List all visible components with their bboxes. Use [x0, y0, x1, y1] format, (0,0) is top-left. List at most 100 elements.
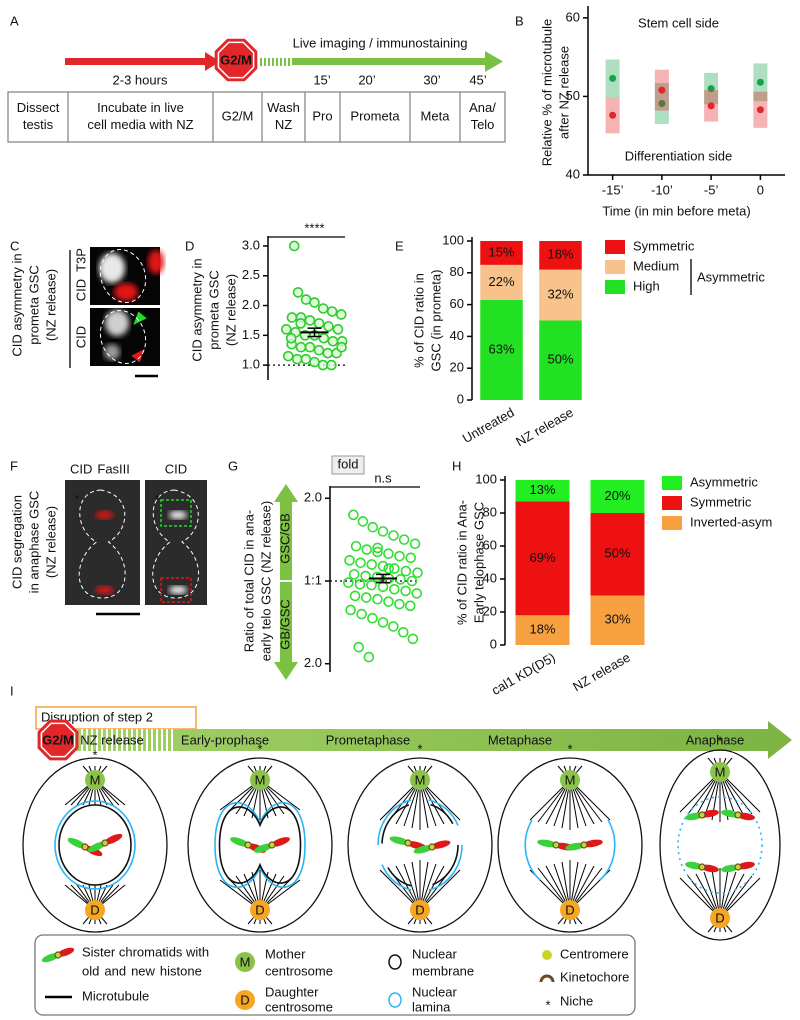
cell-outline — [99, 249, 147, 303]
nuclear-lamina — [599, 819, 616, 881]
data-point — [291, 353, 303, 365]
series-annotation: Stem cell side — [638, 15, 719, 30]
data-point — [354, 579, 366, 590]
centrosome — [250, 900, 270, 920]
step-label: Incubate in live — [97, 100, 184, 115]
data-point — [357, 516, 369, 527]
phase-arrow — [40, 721, 792, 759]
panel-label: E — [395, 238, 404, 253]
dot — [707, 102, 715, 110]
nuclear-lamina — [677, 796, 763, 894]
cell — [347, 757, 493, 933]
legend-label: High — [633, 278, 660, 293]
data-point — [377, 617, 389, 628]
legend-label: centrosome — [265, 999, 333, 1014]
panel-title: in anaphase GSC — [26, 491, 41, 594]
stage-label: Prometaphase — [326, 732, 411, 747]
niche-mark: * — [257, 741, 262, 756]
centrosome-label: M — [90, 772, 101, 787]
panel-label: G — [228, 458, 238, 473]
dot — [658, 86, 666, 94]
data-point — [397, 626, 409, 638]
legend-label: Sister chromatids with — [82, 944, 209, 959]
legend-swatch — [605, 260, 625, 274]
data-point — [377, 581, 389, 593]
niche-mark: * — [417, 741, 422, 756]
cid-signal — [95, 511, 114, 519]
panel-title: (NZ release) — [43, 506, 58, 578]
centrosome-label: D — [90, 902, 99, 917]
y-axis-label: CID asymmetry in — [189, 258, 204, 361]
data-point — [367, 612, 378, 624]
legend-swatch — [662, 516, 682, 530]
data-point — [326, 306, 338, 317]
centrosome — [410, 770, 430, 790]
data-point — [372, 593, 383, 605]
cell — [22, 757, 168, 933]
data-point — [398, 534, 410, 545]
significance-label: **** — [304, 220, 324, 235]
data-point — [406, 575, 418, 587]
value-label: 20% — [604, 488, 630, 503]
nuclear-membrane — [218, 806, 302, 884]
data-point — [313, 344, 325, 356]
data-point — [323, 321, 334, 332]
channel-label: CID — [70, 461, 92, 476]
dot — [609, 111, 617, 119]
data-point — [349, 590, 361, 602]
value-label: 22% — [488, 274, 514, 289]
y-tick-label: 1.5 — [242, 327, 260, 342]
centrosome — [710, 908, 730, 928]
value-label: 13% — [529, 482, 555, 497]
centrosome-label: D — [415, 902, 424, 917]
dot — [707, 85, 715, 93]
legend-label: old — [82, 963, 99, 978]
legend-label: Nuclear — [412, 946, 457, 961]
series-annotation: Differentiation side — [625, 148, 732, 163]
legend-label: Centromere — [560, 946, 629, 961]
legend-niche-mark: * — [545, 997, 550, 1012]
centrosome — [560, 770, 580, 790]
bar-segment — [539, 241, 582, 270]
data-point — [371, 571, 383, 583]
channel-label: CID — [73, 326, 88, 348]
legend-kinetochore — [539, 974, 555, 983]
step-label: cell media with NZ — [87, 117, 193, 132]
x-axis-label: Time (in min before meta) — [602, 203, 750, 218]
data-point — [363, 651, 375, 663]
channel-label: CID — [73, 279, 88, 301]
cid-signal — [105, 310, 129, 336]
data-point — [361, 544, 373, 555]
data-point — [367, 521, 379, 533]
y-tick-label: 1:1 — [304, 572, 322, 587]
bar-segment — [480, 299, 523, 400]
data-point — [332, 324, 344, 335]
data-point — [405, 552, 417, 564]
centrosome-label: M — [255, 772, 266, 787]
nuclear-lamina — [524, 819, 541, 881]
y-tick-label: 20 — [450, 360, 464, 375]
checkpoint-label: G2/M — [42, 732, 74, 747]
y-tick-label: 2.0 — [304, 490, 322, 505]
zoom-box — [160, 499, 192, 527]
panel-title: prometa GSC — [26, 265, 41, 344]
centromere — [81, 843, 89, 851]
y-axis-label: prometa GSC — [206, 270, 221, 349]
y-axis-label: % of CID ratio in Ana- — [454, 500, 469, 625]
data-point — [300, 353, 312, 365]
y-tick-label: 50 — [566, 88, 580, 103]
data-point — [309, 297, 320, 308]
direction-label: GB/GSC — [277, 599, 292, 650]
y-tick-label: 60 — [483, 537, 497, 552]
data-point — [361, 592, 372, 603]
time-label: 20’ — [358, 72, 375, 87]
value-label: 18% — [529, 622, 555, 637]
chromatid-new — [430, 840, 451, 849]
y-axis-label: after NZ release — [556, 46, 571, 139]
nuclear-lamina — [377, 798, 463, 892]
chromatid-old — [565, 842, 586, 851]
unit-box — [331, 455, 365, 475]
bar-segment — [480, 264, 523, 300]
chromatid-new — [103, 833, 123, 845]
checkpoint-octagon-rim — [40, 722, 76, 758]
